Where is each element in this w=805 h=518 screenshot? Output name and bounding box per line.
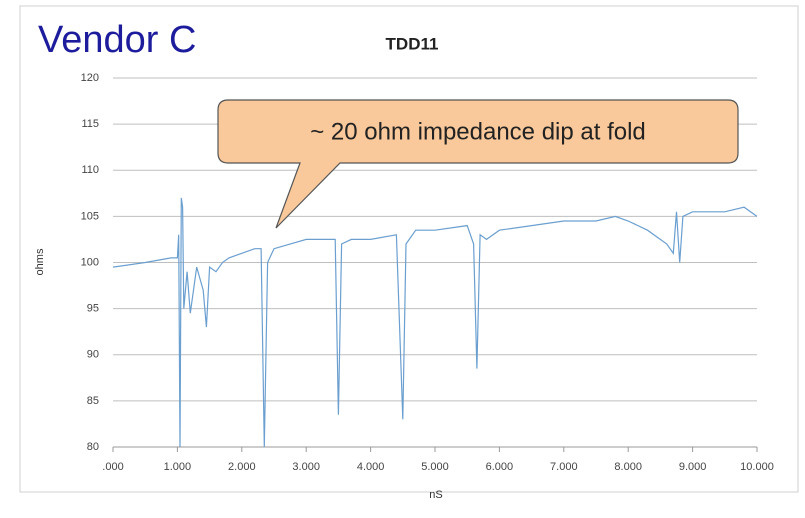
- y-tick-label: 115: [81, 118, 99, 130]
- plot-area: 80 85 90 95 100 105 110 115 120 .000 1.000 2.000 3.0…: [81, 72, 774, 473]
- data-line: [112, 197, 758, 448]
- annotation: ~ 20 ohm impedance dip at fold: [310, 118, 646, 145]
- overlay-title: Vendor C: [38, 19, 196, 61]
- x-tick-label: 5.000: [421, 461, 449, 473]
- y-tick-label: 120: [81, 72, 99, 84]
- y-tick-label: 105: [81, 210, 99, 222]
- x-tick-label: 10.000: [740, 461, 774, 473]
- y-tick-label: 110: [81, 164, 99, 176]
- x-tick-label: 1.000: [164, 461, 192, 473]
- y-tick-label: 85: [87, 395, 99, 407]
- y-axis-label: ohms: [34, 248, 46, 275]
- x-axis-label: nS: [429, 489, 442, 501]
- y-tick-label: 100: [81, 256, 99, 268]
- x-tick-label: 9.000: [679, 461, 707, 473]
- chart-frame: [19, 5, 799, 493]
- y-tick-label: 95: [87, 303, 99, 315]
- y-tick-label: 90: [87, 349, 99, 361]
- x-tick-label: .000: [102, 461, 123, 473]
- x-tick-label: 2.000: [228, 461, 256, 473]
- x-tick-label: 8.000: [614, 461, 642, 473]
- x-tick-label: 3.000: [292, 461, 320, 473]
- x-tick-label: 4.000: [357, 461, 385, 473]
- x-tick-label: 7.000: [550, 461, 578, 473]
- callout: [217, 99, 739, 229]
- y-tick-label: 80: [87, 441, 99, 453]
- chart-title: TDD11: [386, 34, 439, 53]
- x-tick-label: 6.000: [486, 461, 514, 473]
